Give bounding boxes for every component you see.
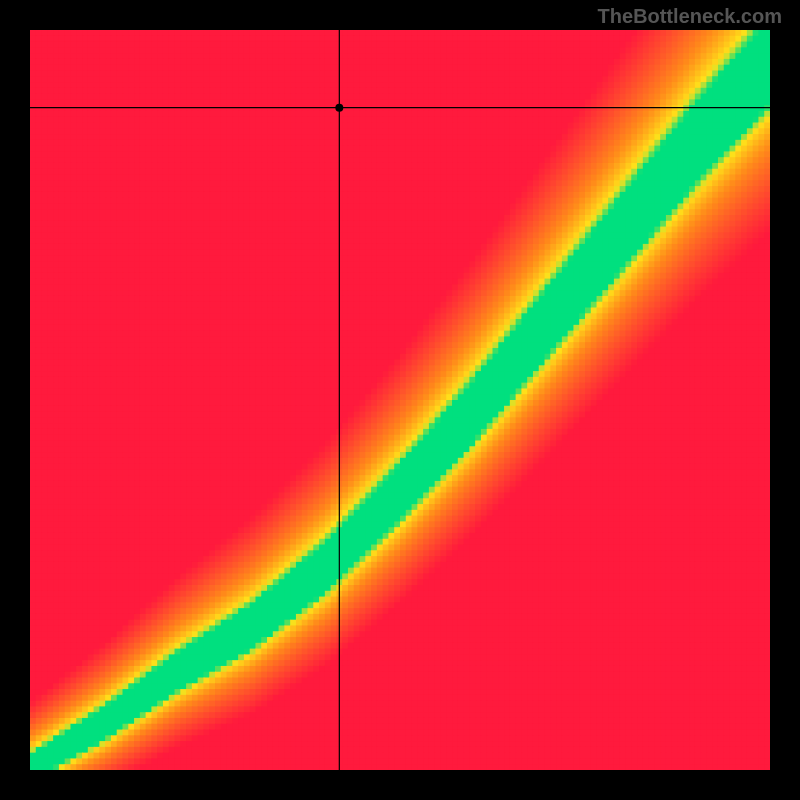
heatmap-canvas [30,30,770,770]
bottleneck-heatmap [30,30,770,770]
watermark-text: TheBottleneck.com [598,6,782,29]
